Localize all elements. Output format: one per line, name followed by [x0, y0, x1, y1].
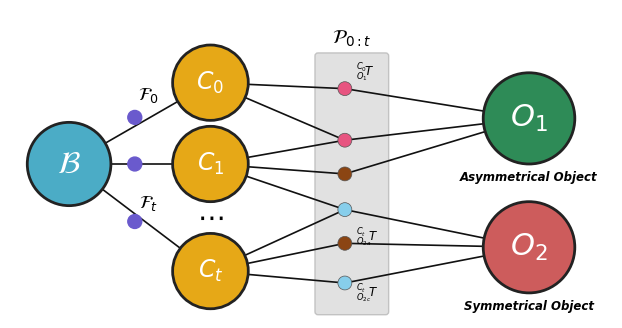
Ellipse shape	[483, 202, 575, 293]
Text: $C_t$: $C_t$	[198, 258, 223, 284]
Text: $C_0$: $C_0$	[197, 70, 225, 96]
Text: $C_1$: $C_1$	[197, 151, 224, 177]
Text: Asymmetrical Object: Asymmetrical Object	[460, 172, 598, 184]
Ellipse shape	[173, 234, 248, 309]
Ellipse shape	[483, 73, 575, 164]
Text: $\mathcal{B}$: $\mathcal{B}$	[57, 149, 81, 179]
Text: $O_2$: $O_2$	[510, 232, 548, 263]
Ellipse shape	[173, 45, 248, 120]
Circle shape	[338, 133, 352, 147]
Circle shape	[338, 82, 352, 95]
Ellipse shape	[173, 126, 248, 202]
Circle shape	[338, 236, 352, 250]
Circle shape	[338, 167, 352, 181]
Text: $\mathcal{F}_t$: $\mathcal{F}_t$	[139, 194, 159, 213]
Circle shape	[338, 203, 352, 216]
Ellipse shape	[27, 122, 111, 206]
FancyBboxPatch shape	[315, 53, 389, 315]
Text: $O_1$: $O_1$	[510, 103, 548, 134]
Text: $\mathcal{F}_0$: $\mathcal{F}_0$	[138, 86, 159, 105]
Text: ${}^{C_t}_{O_{2a}}\!T$: ${}^{C_t}_{O_{2a}}\!T$	[356, 226, 378, 249]
Text: Symmetrical Object: Symmetrical Object	[464, 300, 594, 313]
Text: $\mathcal{P}_{0:t}$: $\mathcal{P}_{0:t}$	[332, 29, 371, 49]
Circle shape	[128, 157, 142, 171]
Circle shape	[128, 215, 142, 228]
Circle shape	[338, 276, 352, 290]
Text: ${}^{C_t}_{O_{2c}}\!T$: ${}^{C_t}_{O_{2c}}\!T$	[356, 283, 378, 305]
Text: $\cdots$: $\cdots$	[197, 204, 224, 232]
Text: ${}^{C_0}_{O_1}\!T$: ${}^{C_0}_{O_1}\!T$	[356, 62, 374, 84]
Circle shape	[128, 111, 142, 124]
